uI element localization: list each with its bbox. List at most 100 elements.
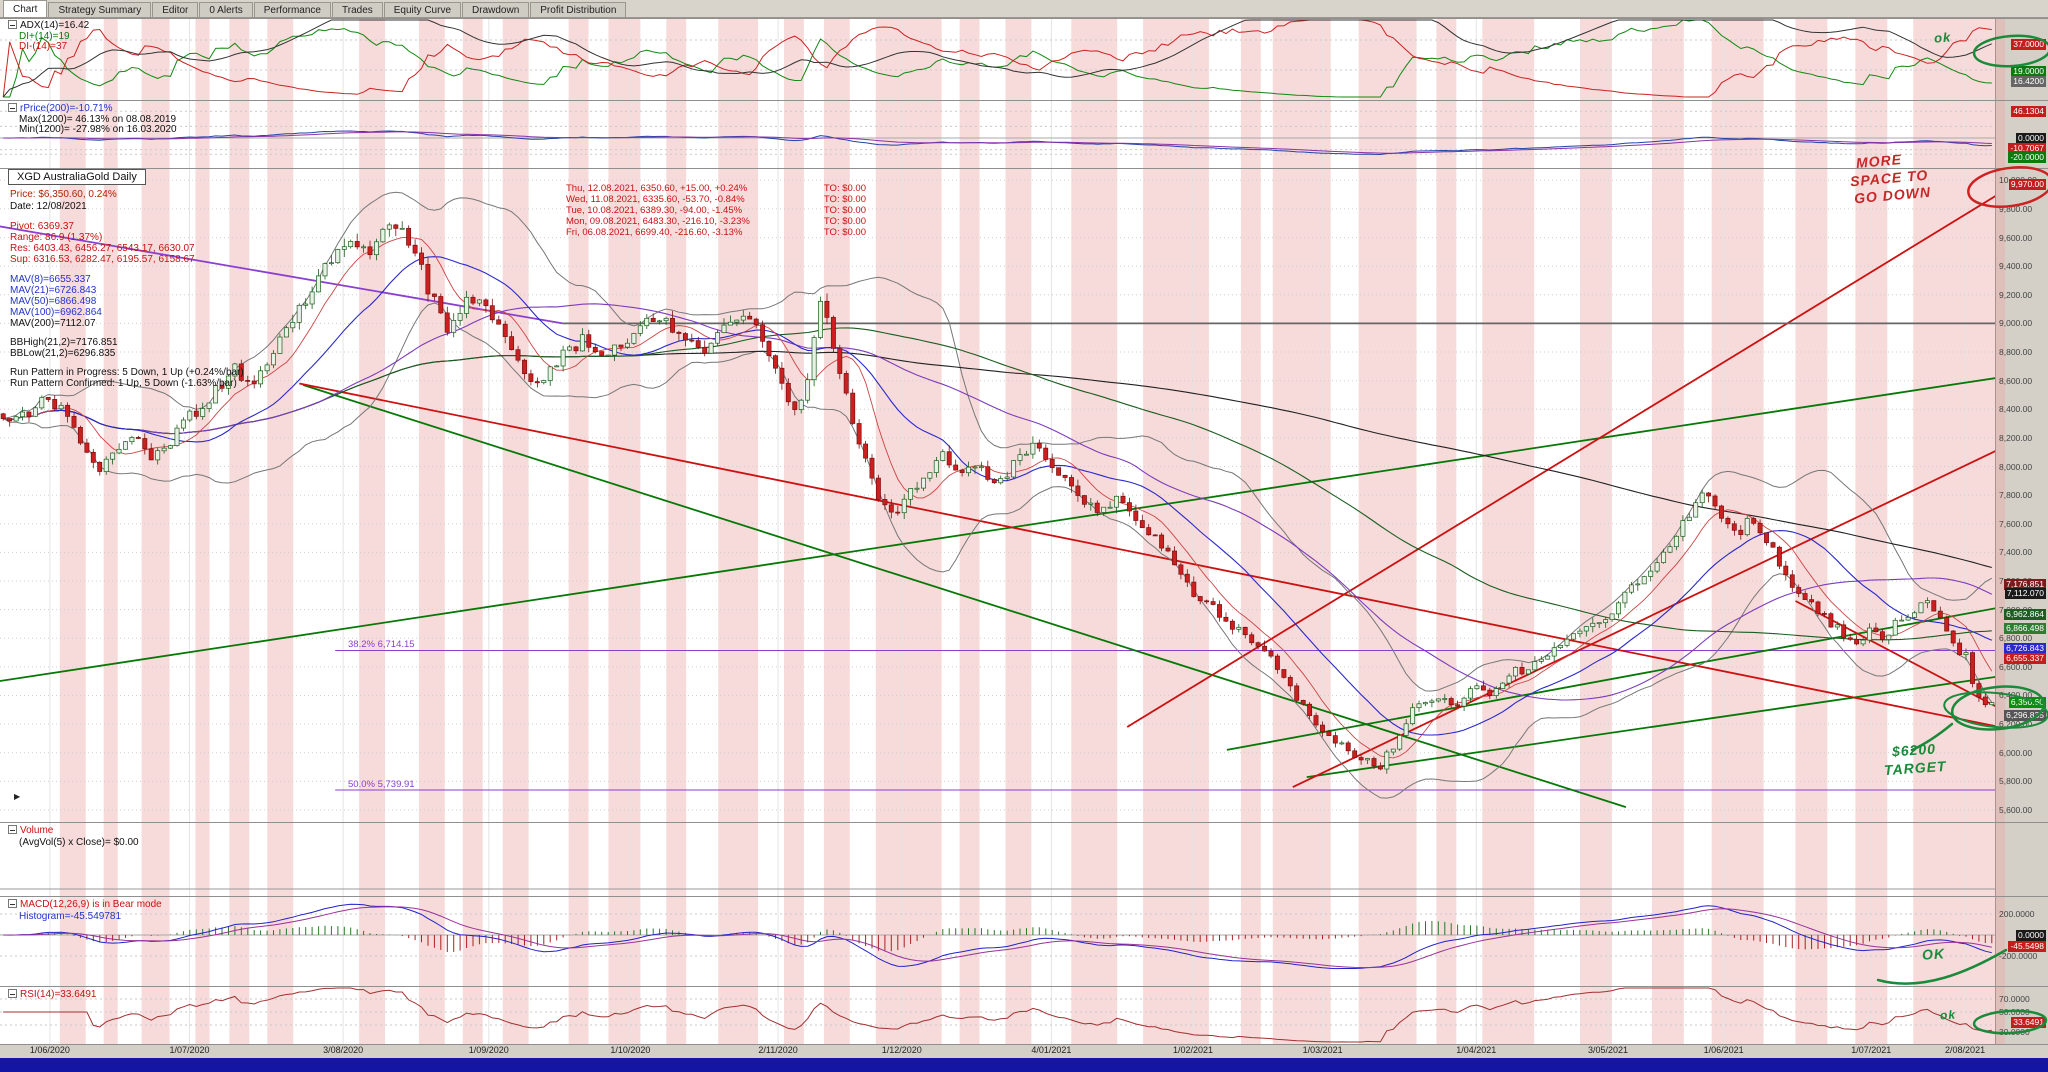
volume-legend-label: Volume <box>20 825 54 836</box>
price-axis-label: 5,800.00 <box>1999 776 2033 787</box>
info-price: Price: $6,350.60, 0.24% <box>10 189 117 200</box>
price-badge: 0.0000 <box>2016 132 2046 144</box>
range-bar[interactable] <box>0 1058 2048 1072</box>
adx-legend-di-plus: DI+(14)=19 <box>19 31 70 42</box>
tab-chart[interactable]: Chart <box>3 0 48 17</box>
date-label: 1/12/2020 <box>881 1045 922 1055</box>
price-axis-label: 7,600.00 <box>1999 518 2033 529</box>
scroll-left-icon[interactable]: ▶ <box>14 792 21 801</box>
scale-label: -200.0000 <box>1999 950 2038 961</box>
price-axis-label: 9,000.00 <box>1999 318 2033 329</box>
date-label: 1/02/2021 <box>1172 1045 1214 1055</box>
recent-trades-block: Thu, 12.08.2021, 6350.60, +15.00, +0.24%… <box>566 183 866 238</box>
date-label: 1/10/2020 <box>610 1045 651 1055</box>
price-badge: 46.1304 <box>2011 105 2046 117</box>
chart-title[interactable]: XGD AustraliaGold Daily <box>8 169 146 185</box>
price-badge: 6,655.337 <box>2004 653 2046 665</box>
info-support: Sup: 6316.53, 6282.47, 6195.57, 6158.67 <box>10 254 195 265</box>
tab-strategy-summary[interactable]: Strategy Summary <box>48 2 152 17</box>
price-axis-label: 7,400.00 <box>1999 547 2033 558</box>
price-badge: -45.5498 <box>2008 941 2046 953</box>
rprice-legend-min: Min(1200)= -27.98% on 16.03.2020 <box>19 124 177 135</box>
date-label: 1/09/2020 <box>468 1045 509 1055</box>
price-badge: 9,970.00 <box>2008 179 2046 191</box>
price-badge: 6,726.843 <box>2004 643 2046 655</box>
date-label: 1/04/2021 <box>1456 1045 1497 1055</box>
info-bbhigh: BBHigh(21,2)=7176.851 <box>10 337 118 348</box>
collapse-icon[interactable] <box>8 899 17 908</box>
info-mav200: MAV(200)=7112.07 <box>10 318 96 329</box>
price-axis-label: 9,600.00 <box>1999 232 2033 243</box>
collapse-icon[interactable] <box>8 825 17 834</box>
trade-row-target: TO: $0.00 <box>823 194 866 205</box>
price-badge: 0.0000 <box>2016 929 2046 941</box>
date-label: 2/08/2021 <box>1945 1045 1986 1055</box>
date-label: 3/08/2020 <box>323 1045 364 1055</box>
date-label: 1/06/2020 <box>29 1045 70 1055</box>
info-run-confirmed: Run Pattern Confirmed: 1 Up, 5 Down (-1.… <box>10 378 237 389</box>
scale-label: 30.0000 <box>1999 1026 2030 1037</box>
scale-label: 70.0000 <box>1999 993 2030 1004</box>
trade-row: Tue, 10.08.2021, 6389.30, -94.00, -1.45%… <box>566 205 866 216</box>
trade-row-target: TO: $0.00 <box>823 205 866 216</box>
rsi-legend-line1: RSI(14)=33.6491 <box>8 989 96 1000</box>
tab-profit-distribution[interactable]: Profit Distribution <box>530 2 627 17</box>
collapse-icon[interactable] <box>8 103 17 112</box>
trade-row-text: Fri, 06.08.2021, 6699.40, -216.60, -3.13… <box>566 227 743 238</box>
info-pivot: Pivot: 6369.37 <box>10 221 74 232</box>
trade-row: Mon, 09.08.2021, 6483.30, -216.10, -3.23… <box>566 216 866 227</box>
price-badge: -10.7067 <box>2008 142 2046 154</box>
info-mav50: MAV(50)=6866.498 <box>10 296 97 307</box>
price-axis-label: 8,600.00 <box>1999 375 2033 386</box>
price-badge: 6,866.498 <box>2004 623 2046 635</box>
date-label: 1/07/2021 <box>1851 1045 1892 1055</box>
scale-label: 50.0000 <box>1999 1006 2030 1017</box>
rsi-legend-label: RSI(14)=33.6491 <box>20 989 97 1000</box>
date-label: 3/05/2021 <box>1587 1045 1628 1055</box>
price-axis-label: 9,200.00 <box>1999 289 2033 300</box>
info-range: Range: 86.9 (1.37%) <box>10 232 103 243</box>
price-badge: 7,112.070 <box>2004 588 2046 600</box>
price-axis-label: 7,800.00 <box>1999 490 2033 501</box>
trade-row-target: TO: $0.00 <box>823 183 866 194</box>
fib-382-label: 38.2% 6,714.15 <box>348 639 415 650</box>
scale-label: 200.0000 <box>1999 908 2035 919</box>
trade-row: Fri, 06.08.2021, 6699.40, -216.60, -3.13… <box>566 227 866 238</box>
handwritten-ok-adx: ok <box>1933 29 1952 46</box>
handwritten-ok-rsi: ok <box>1939 1007 1957 1023</box>
price-badge: 37.0000 <box>2011 39 2046 50</box>
date-label: 4/01/2021 <box>1031 1045 1072 1055</box>
tab-drawdown[interactable]: Drawdown <box>462 2 530 17</box>
price-axis-label: 9,400.00 <box>1999 261 2033 272</box>
fib-500-label: 50.0% 5,739.91 <box>348 779 415 790</box>
tab-0-alerts[interactable]: 0 Alerts <box>199 2 253 17</box>
rprice-legend-label: rPrice(200)=-10.71% <box>20 103 113 114</box>
info-mav21: MAV(21)=6726.843 <box>10 285 97 296</box>
trade-row-text: Wed, 11.08.2021, 6335.60, -53.70, -0.84% <box>566 194 745 205</box>
trade-row: Thu, 12.08.2021, 6350.60, +15.00, +0.24%… <box>566 183 866 194</box>
date-label: 2/11/2020 <box>758 1045 798 1055</box>
price-axis-label: 6,000.00 <box>1999 747 2033 758</box>
trade-row-text: Tue, 10.08.2021, 6389.30, -94.00, -1.45% <box>566 205 743 216</box>
price-axis-label: 8,200.00 <box>1999 432 2033 443</box>
tab-performance[interactable]: Performance <box>253 2 331 17</box>
tab-bar: Chart Strategy Summary Editor 0 Alerts Perfo… <box>0 0 2048 18</box>
macd-legend-line1: MACD(12,26,9) is in Bear mode <box>8 899 162 910</box>
price-axis-label: 6,600.00 <box>1999 661 2033 672</box>
trade-row: Wed, 11.08.2021, 6335.60, -53.70, -0.84%… <box>566 194 866 205</box>
tab-editor[interactable]: Editor <box>152 2 199 17</box>
rprice-legend-line1: rPrice(200)=-10.71% <box>8 103 113 114</box>
collapse-icon[interactable] <box>8 989 17 998</box>
tab-trades[interactable]: Trades <box>332 2 383 17</box>
price-axis-label: 8,000.00 <box>1999 461 2033 472</box>
price-badge: 7,176.851 <box>2004 578 2046 590</box>
trade-row-text: Thu, 12.08.2021, 6350.60, +15.00, +0.24% <box>566 183 748 194</box>
tab-equity-curve[interactable]: Equity Curve <box>383 2 462 17</box>
collapse-icon[interactable] <box>8 20 17 29</box>
macd-legend-label: MACD(12,26,9) is in Bear mode <box>20 899 162 910</box>
date-label: 1/06/2021 <box>1703 1045 1744 1055</box>
date-label: 1/03/2021 <box>1302 1045 1343 1055</box>
price-badge: -20.0000 <box>2008 152 2046 164</box>
adx-legend-di-minus: DI-(14)=37 <box>19 41 68 52</box>
